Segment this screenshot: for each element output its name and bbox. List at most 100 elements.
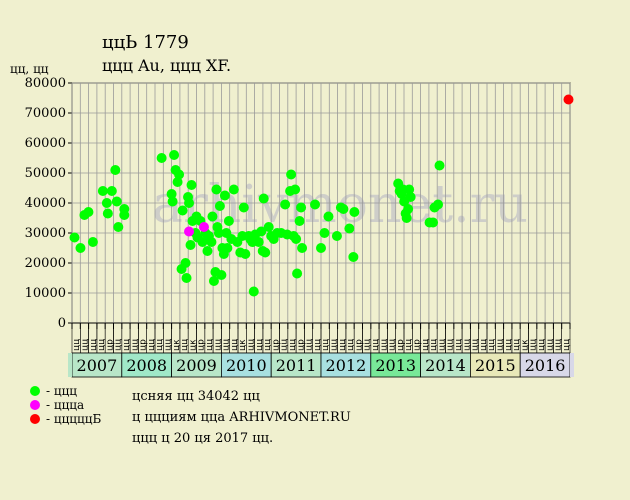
month-label: цк: [172, 339, 182, 351]
data-point-series-0: [349, 207, 360, 217]
data-point-series-0: [166, 189, 177, 199]
data-point-series-2: [563, 94, 574, 105]
month-label: цр: [271, 339, 281, 351]
data-point-series-0: [316, 243, 326, 253]
data-point-series-0: [258, 193, 269, 204]
month-label: цц: [437, 339, 447, 351]
data-point-series-0: [216, 270, 227, 280]
month-label: цц: [263, 339, 273, 351]
month-label: цц: [346, 339, 356, 351]
data-point-series-0: [101, 198, 112, 208]
month-label: цр: [354, 339, 364, 351]
data-point-series-0: [87, 237, 98, 247]
data-point-series-0: [338, 204, 349, 214]
month-label: цц: [504, 339, 514, 351]
year-label: 2016: [525, 356, 566, 375]
legend-dot-sold: [30, 386, 40, 396]
month-label: цц: [388, 339, 398, 351]
month-label: цц: [562, 339, 572, 351]
data-point-series-0: [331, 231, 342, 241]
data-point-series-0: [238, 202, 249, 213]
year-label: 2015: [475, 356, 516, 375]
y-tick-label: 80000: [25, 76, 66, 91]
y-tick-label: 60000: [25, 136, 66, 151]
month-label: цц: [404, 339, 414, 351]
year-band-edge: [68, 353, 72, 377]
year-label: 2014: [425, 356, 466, 375]
info-average-price: цcняя цц 34042 цц: [132, 389, 260, 404]
month-label: цр: [139, 339, 149, 351]
data-point-series-1: [184, 226, 195, 237]
month-label: цц: [554, 339, 564, 351]
data-point-series-0: [207, 211, 218, 222]
month-label: цц: [246, 339, 256, 351]
data-point-series-0: [404, 184, 415, 195]
data-point-series-0: [83, 207, 94, 217]
legend-item-unsold: - цццa: [30, 398, 101, 412]
month-label: цц: [379, 339, 389, 351]
data-point-series-0: [213, 228, 224, 238]
year-band: [519, 352, 571, 378]
month-label: цц: [163, 339, 173, 351]
data-point-series-1: [198, 222, 209, 232]
data-point-series-0: [97, 186, 108, 196]
data-point-series-0: [323, 211, 334, 222]
data-point-series-0: [290, 184, 301, 195]
month-label: цц: [429, 339, 439, 351]
data-point-series-0: [291, 234, 302, 244]
year-label: 2011: [276, 356, 317, 375]
year-label: 2007: [77, 356, 118, 375]
month-label: цц: [471, 339, 481, 351]
data-point-series-0: [260, 247, 271, 258]
month-label: цц: [147, 339, 157, 351]
data-point-series-0: [177, 205, 188, 216]
data-point-series-0: [206, 237, 217, 247]
month-label: цц: [321, 339, 331, 351]
month-label: цр: [197, 339, 207, 351]
month-label: цц: [313, 339, 323, 351]
data-point-series-0: [119, 210, 130, 220]
data-point-series-0: [294, 216, 305, 226]
data-point-series-0: [253, 237, 264, 247]
y-tick-label: 10000: [25, 286, 66, 301]
month-label: цц: [97, 339, 107, 351]
month-label: цр: [412, 339, 422, 351]
month-label: цц: [529, 339, 539, 351]
month-label: цц: [446, 339, 456, 351]
year-band: [320, 352, 372, 378]
month-label: цц: [288, 339, 298, 351]
info-block: цcняя цц 34042 цц ц ццциям цца ARHIVMONE…: [132, 386, 351, 449]
month-label: цц: [338, 339, 348, 351]
month-label: цц: [222, 339, 232, 351]
data-point-series-0: [223, 216, 234, 226]
info-date: ццц ц 20 ця 2017 цц.: [132, 431, 274, 446]
data-point-series-0: [296, 202, 307, 213]
month-label: цц: [89, 339, 99, 351]
year-band-edge: [570, 353, 574, 377]
month-label: цц: [363, 339, 373, 351]
data-point-series-0: [202, 246, 213, 256]
legend-dot-unsold: [30, 400, 40, 410]
data-point-series-0: [297, 243, 308, 253]
data-point-series-0: [310, 199, 321, 210]
month-label: цц: [130, 339, 140, 351]
month-label: цц: [537, 339, 547, 351]
data-point-series-0: [228, 184, 239, 195]
month-label: цц: [213, 339, 223, 351]
data-point-series-0: [319, 228, 330, 238]
data-point-series-0: [292, 268, 303, 279]
data-point-series-0: [102, 208, 113, 219]
month-label: цц: [114, 339, 124, 351]
data-point-series-0: [156, 153, 167, 163]
month-label: цр: [296, 339, 306, 351]
month-label: цц: [454, 339, 464, 351]
month-label: цц: [72, 339, 82, 351]
year-band: [121, 352, 173, 378]
month-label: цц: [329, 339, 339, 351]
data-point-series-0: [256, 226, 267, 237]
data-point-series-0: [214, 201, 225, 211]
month-label: цц: [462, 339, 472, 351]
data-point-series-0: [197, 237, 208, 247]
page-subtitle: ццц Au, ццц XF.: [102, 56, 232, 75]
